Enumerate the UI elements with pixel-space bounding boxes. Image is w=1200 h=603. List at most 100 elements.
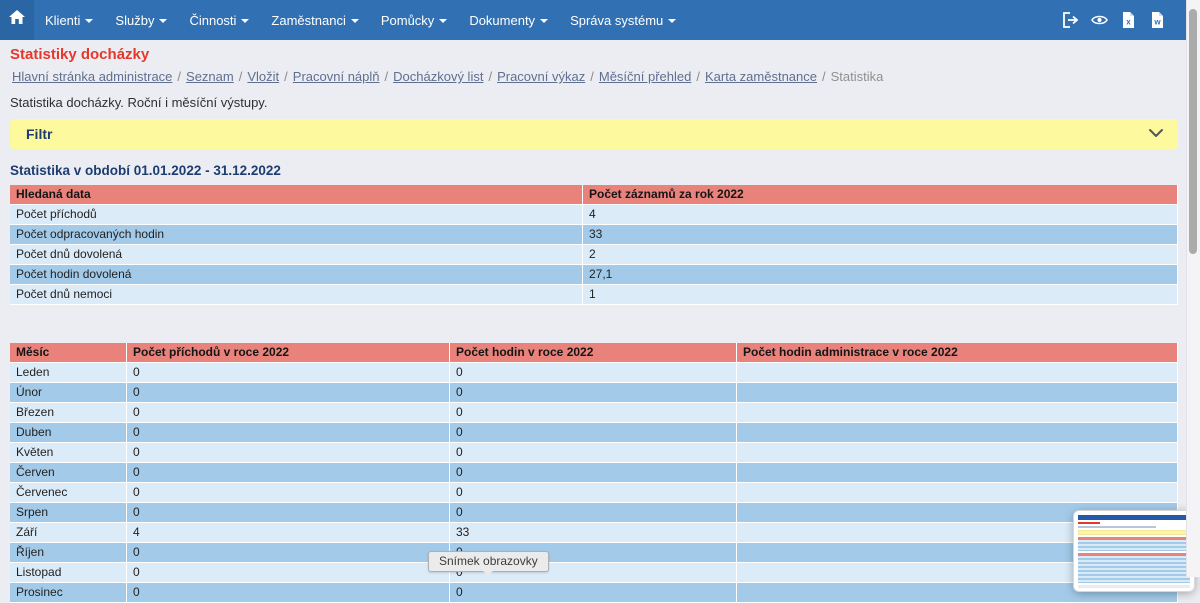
table-cell: Září: [10, 523, 127, 543]
column-header: Hledaná data: [10, 185, 583, 205]
nav-menu: Klienti Služby Činnosti Zaměstnanci Pomůcky D…: [34, 0, 687, 40]
breadcrumb-link[interactable]: Karta zaměstnance: [704, 69, 817, 84]
table-cell: 0: [450, 503, 737, 523]
chevron-down-icon: [668, 19, 677, 23]
nav-menu-item-label: Služby: [115, 12, 155, 28]
table-cell: Červenec: [10, 483, 127, 503]
table-cell: 0: [127, 543, 450, 563]
table-cell: 0: [127, 503, 450, 523]
column-header: Počet záznamů za rok 2022: [583, 185, 1178, 205]
nav-menu-item[interactable]: Zaměstnanci: [260, 0, 369, 40]
top-navbar: Klienti Služby Činnosti Zaměstnanci Pomůcky D…: [0, 0, 1186, 40]
nav-menu-item[interactable]: Správa systému: [559, 0, 687, 40]
thumbnail-mini-title: [1078, 522, 1100, 524]
thumbnail-mini-filter-bar: [1078, 530, 1190, 535]
table-row: Duben 0 0: [10, 423, 1178, 443]
nav-menu-item-label: Klienti: [45, 12, 81, 28]
home-button[interactable]: [0, 0, 34, 40]
table-cell: 0: [127, 423, 450, 443]
table-cell: 0: [450, 403, 737, 423]
excel-file-icon[interactable]: x: [1120, 12, 1137, 29]
breadcrumb-link[interactable]: Vložit: [247, 69, 280, 84]
thumbnail-mini-table2-rows: [1078, 556, 1190, 583]
chevron-down-icon: [85, 19, 94, 23]
table-cell: Počet dnů nemoci: [10, 285, 583, 305]
thumbnail-mini-table-header: [1078, 537, 1190, 540]
home-icon: [9, 10, 25, 30]
table-row: Únor 0 0: [10, 383, 1178, 403]
table-cell: Červen: [10, 463, 127, 483]
thumbnail-mini-footer: [1078, 585, 1190, 588]
table-row: Listopad 0 0: [10, 563, 1178, 583]
nav-menu-item[interactable]: Dokumenty: [458, 0, 559, 40]
breadcrumb-link[interactable]: Docházkový list: [393, 69, 484, 84]
table-row: Leden 0 0: [10, 363, 1178, 383]
nav-menu-item[interactable]: Činnosti: [178, 0, 260, 40]
table-row: Březen 0 0: [10, 403, 1178, 423]
thumbnail-mini-navbar: [1078, 515, 1190, 520]
svg-text:x: x: [1126, 18, 1131, 27]
breadcrumb-link[interactable]: Seznam: [186, 69, 234, 84]
nav-menu-item-label: Dokumenty: [469, 12, 536, 28]
breadcrumb-separator: /: [284, 69, 288, 84]
table-cell: Prosinec: [10, 583, 127, 603]
table-cell: Počet odpracovaných hodin: [10, 225, 583, 245]
table-cell: [737, 483, 1178, 503]
nav-menu-item[interactable]: Klienti: [34, 0, 104, 40]
scrollbar-track[interactable]: [1186, 0, 1200, 577]
table-row: Počet příchodů 4: [10, 205, 1178, 225]
main-content: Statistiky docházky Hlavní stránka admin…: [10, 40, 1178, 603]
monthly-table-body: Leden 0 0 Únor 0 0 Březen 0 0 Duben 0 0 Květen 0 0 Červ…: [10, 363, 1178, 603]
table-cell: 33: [583, 225, 1178, 245]
logout-icon[interactable]: [1062, 12, 1079, 29]
nav-menu-item-label: Pomůcky: [380, 12, 435, 28]
table-cell: Říjen: [10, 543, 127, 563]
breadcrumb-separator: /: [238, 69, 243, 84]
eye-icon[interactable]: [1091, 12, 1108, 29]
svg-text:w: w: [1153, 18, 1161, 27]
word-file-icon[interactable]: w: [1149, 12, 1166, 29]
table-cell: 0: [450, 383, 737, 403]
table-row: Květen 0 0: [10, 443, 1178, 463]
breadcrumb-link[interactable]: Hlavní stránka administrace: [12, 69, 173, 84]
table-cell: [737, 383, 1178, 403]
breadcrumb-separator: /: [488, 69, 493, 84]
column-header: Počet příchodů v roce 2022: [127, 343, 450, 363]
chevron-down-icon[interactable]: [1148, 125, 1164, 143]
table-cell: Počet dnů dovolená: [10, 245, 583, 265]
nav-menu-item[interactable]: Služby: [104, 0, 178, 40]
breadcrumb-link[interactable]: Měsíční přehled: [598, 69, 692, 84]
breadcrumb-link[interactable]: Pracovní výkaz: [497, 69, 586, 84]
breadcrumb-separator: /: [384, 69, 389, 84]
breadcrumb-link[interactable]: Pracovní náplň: [292, 69, 380, 84]
filter-collapsible-bar[interactable]: Filtr: [10, 119, 1178, 149]
chevron-down-icon: [540, 19, 549, 23]
table-cell: 4: [583, 205, 1178, 225]
nav-menu-item-label: Činnosti: [189, 12, 237, 28]
nav-menu-item-label: Správa systému: [570, 12, 664, 28]
table-row: Počet dnů dovolená 2: [10, 245, 1178, 265]
scrollbar-thumb[interactable]: [1189, 9, 1197, 254]
table-header-row: Měsíc Počet příchodů v roce 2022 Počet hod…: [10, 343, 1178, 363]
table-header-row: Hledaná data Počet záznamů za rok 2022: [10, 185, 1178, 205]
nav-menu-item[interactable]: Pomůcky: [370, 0, 458, 40]
table-row: Červenec 0 0: [10, 483, 1178, 503]
chevron-down-icon: [159, 19, 168, 23]
nav-menu-item-label: Zaměstnanci: [271, 12, 346, 28]
column-header: Měsíc: [10, 343, 127, 363]
table-cell: 0: [450, 443, 737, 463]
table-cell: Listopad: [10, 563, 127, 583]
table-cell: 0: [127, 583, 450, 603]
table-cell: Duben: [10, 423, 127, 443]
breadcrumb: Hlavní stránka administrace / Seznam / Vloži…: [10, 69, 1178, 84]
table-cell: 0: [127, 363, 450, 383]
screenshot-preview-thumbnail[interactable]: [1074, 511, 1194, 591]
chevron-down-icon: [350, 19, 359, 23]
table-cell: Únor: [10, 383, 127, 403]
table-cell: 27,1: [583, 265, 1178, 285]
summary-table: Hledaná data Počet záznamů za rok 2022 Po…: [10, 185, 1178, 305]
thumbnail-mini-breadcrumb: [1078, 526, 1156, 528]
thumbnail-mini-table2-header: [1078, 553, 1190, 556]
table-cell: Leden: [10, 363, 127, 383]
table-cell: 2: [583, 245, 1178, 265]
